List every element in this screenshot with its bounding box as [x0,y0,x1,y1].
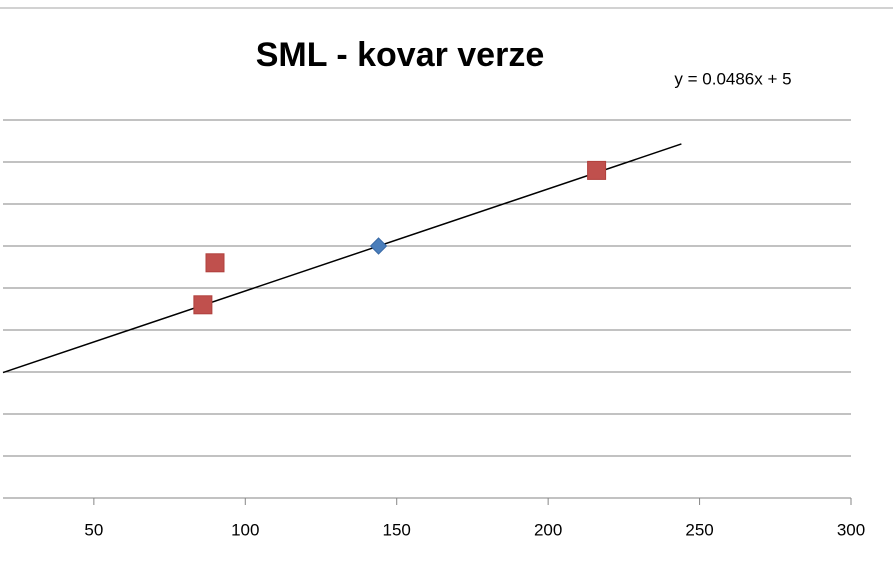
x-tick-label: 300 [837,520,865,539]
chart-title: SML - kovar verze [256,36,545,74]
x-tick-label: 100 [231,520,259,539]
x-tick-label: 250 [685,520,713,539]
trendline [2,143,682,374]
x-tick-label: 50 [84,520,103,539]
data-point [369,237,388,255]
data-point [193,295,213,315]
data-point [205,253,225,273]
data-point [587,160,607,180]
trendline-equation: y = 0.0486x + 5 [674,69,791,88]
x-tick-label: 150 [383,520,411,539]
x-tick-label: 200 [534,520,562,539]
